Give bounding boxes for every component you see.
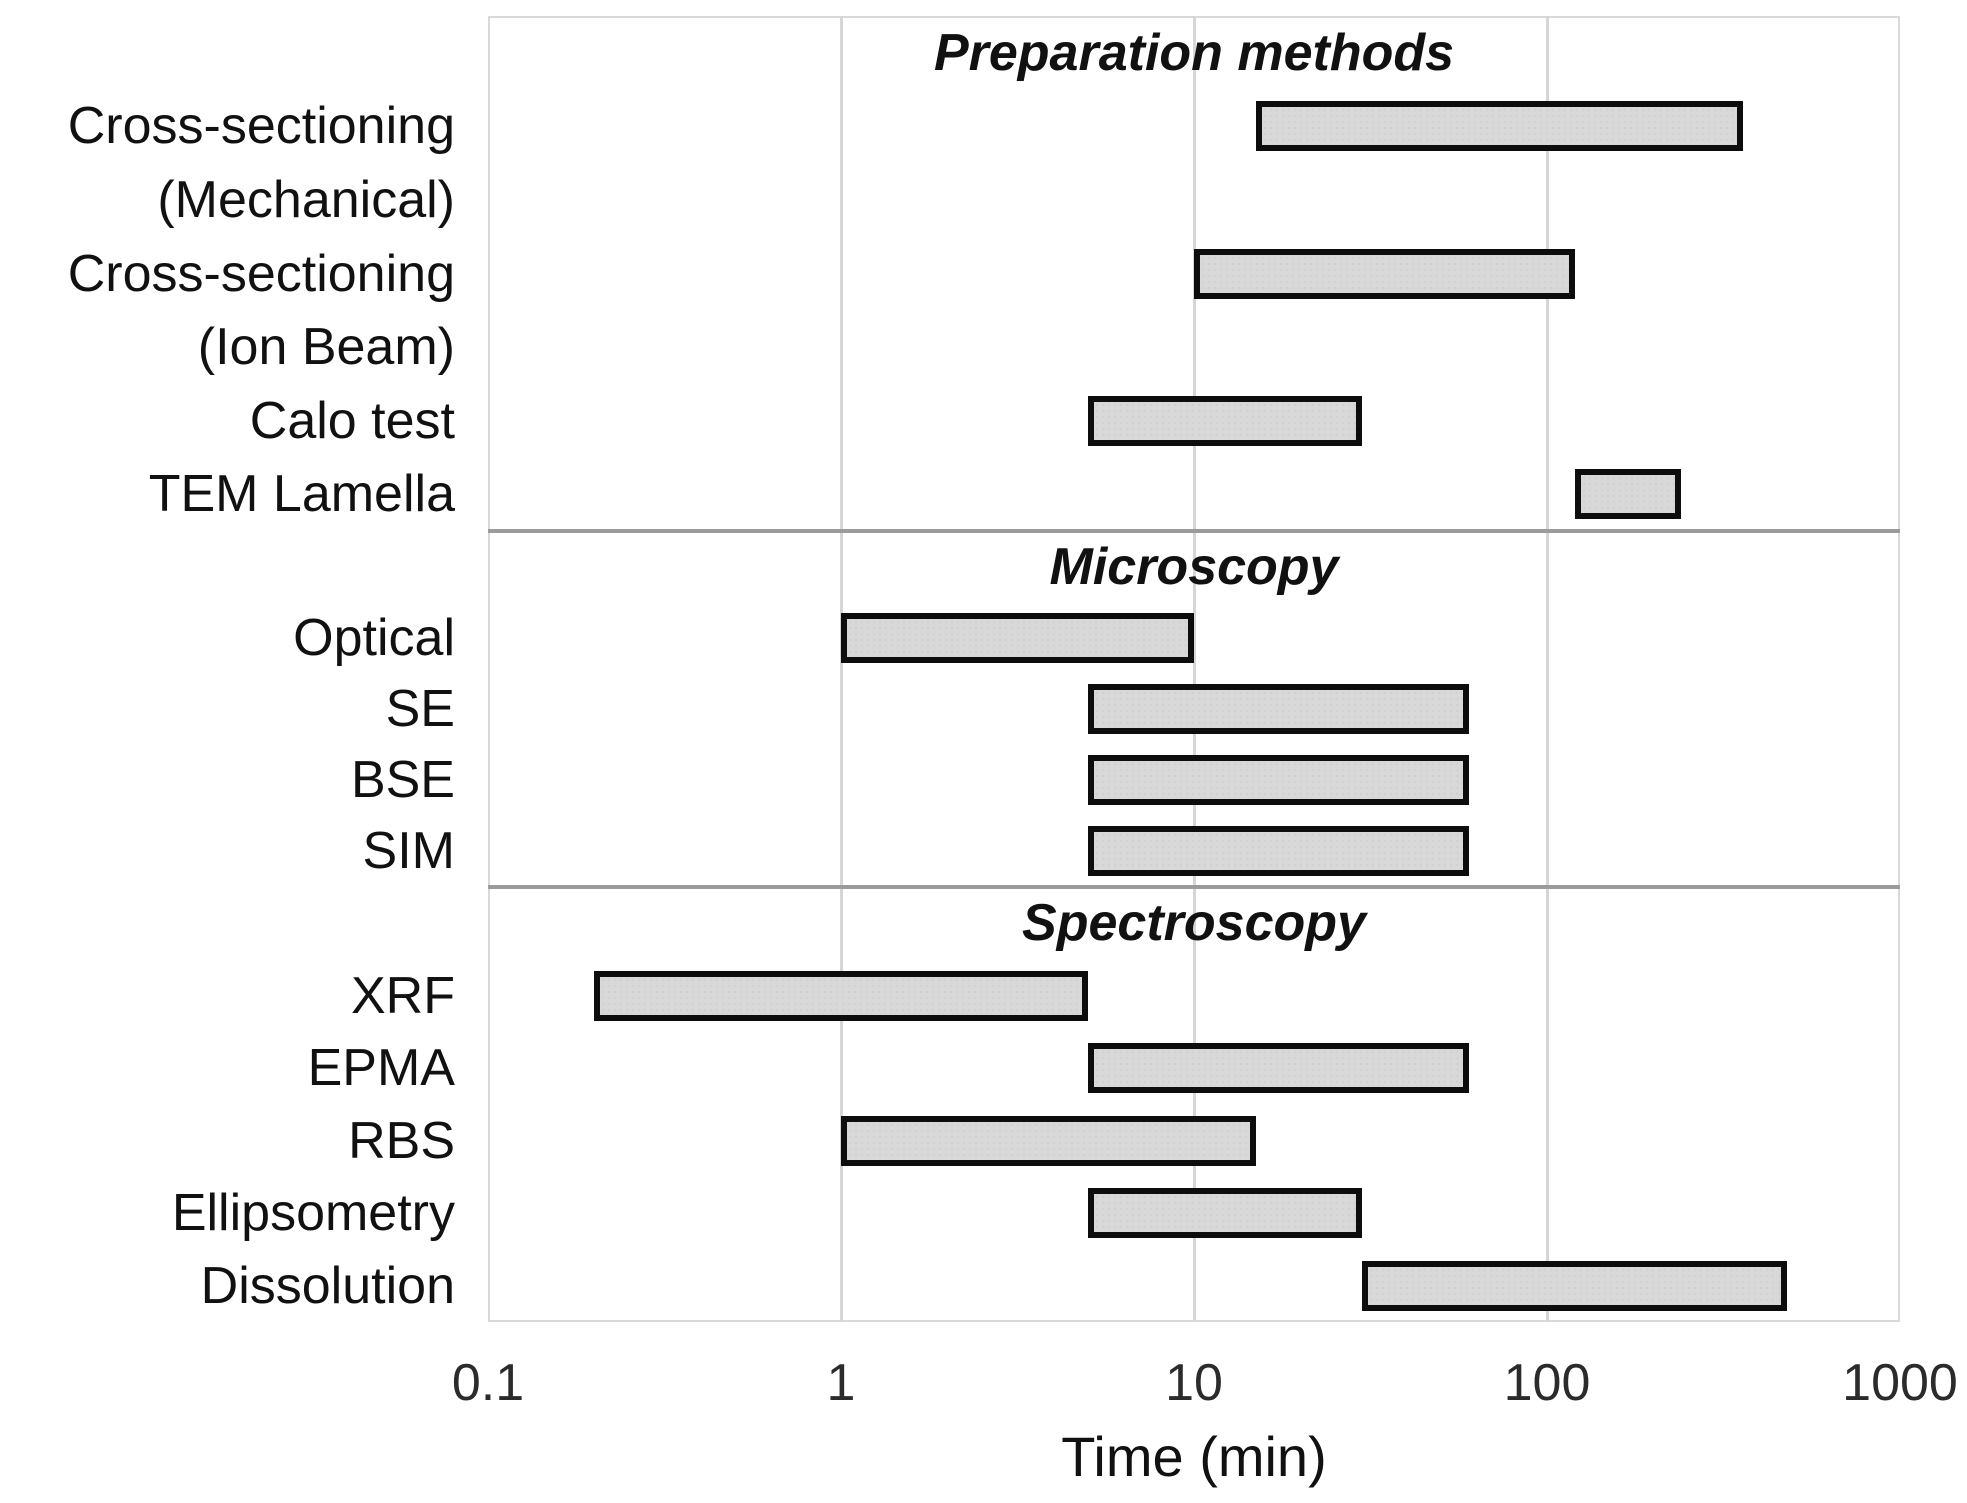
range-bar xyxy=(1574,469,1682,520)
row-label: TEM Lamella xyxy=(148,465,455,524)
x-tick-label: 0.1 xyxy=(451,1354,525,1412)
x-tick-label: 100 xyxy=(1503,1354,1591,1412)
section-title: Microscopy xyxy=(1049,537,1339,596)
range-bar xyxy=(1087,684,1469,734)
row-label: Cross-sectioning xyxy=(67,97,455,156)
x-tick-label: 1 xyxy=(826,1354,856,1412)
range-bar xyxy=(1087,395,1363,446)
row-label: SIM xyxy=(362,822,455,881)
row-label: XRF xyxy=(351,966,455,1025)
section-title: Spectroscopy xyxy=(1022,894,1366,953)
range-bar xyxy=(1087,1188,1363,1239)
row-label: (Mechanical) xyxy=(157,170,455,229)
row-label: SE xyxy=(385,680,455,738)
range-bar xyxy=(841,612,1194,663)
section-divider xyxy=(488,529,1900,533)
row-label: BSE xyxy=(350,751,455,810)
range-bar xyxy=(594,970,1088,1021)
row-label: Cross-sectioning xyxy=(67,244,455,303)
section-title: Preparation methods xyxy=(933,23,1455,82)
row-label: Dissolution xyxy=(200,1256,455,1315)
range-bar xyxy=(841,1115,1257,1166)
x-tick-label: 1000 xyxy=(1842,1354,1958,1412)
row-label: Calo test xyxy=(249,391,455,450)
row-label: Optical xyxy=(293,608,455,667)
x-axis-title: Time (min) xyxy=(1061,1425,1327,1488)
gridline-10 xyxy=(1192,16,1196,1322)
row-label: EPMA xyxy=(307,1039,455,1098)
range-bar xyxy=(1256,101,1744,152)
range-bar xyxy=(1087,755,1469,806)
row-label: RBS xyxy=(348,1111,455,1170)
range-bar xyxy=(1362,1260,1788,1311)
gridline-1 xyxy=(839,16,843,1322)
x-tick-label: 10 xyxy=(1165,1354,1223,1412)
row-label: (Ion Beam) xyxy=(197,318,455,377)
range-bar xyxy=(1087,1043,1469,1094)
gridline-100 xyxy=(1545,16,1549,1322)
range-bar xyxy=(1087,826,1469,877)
range-bar xyxy=(1194,248,1575,299)
row-label: Ellipsometry xyxy=(171,1184,455,1243)
section-divider xyxy=(488,885,1900,889)
